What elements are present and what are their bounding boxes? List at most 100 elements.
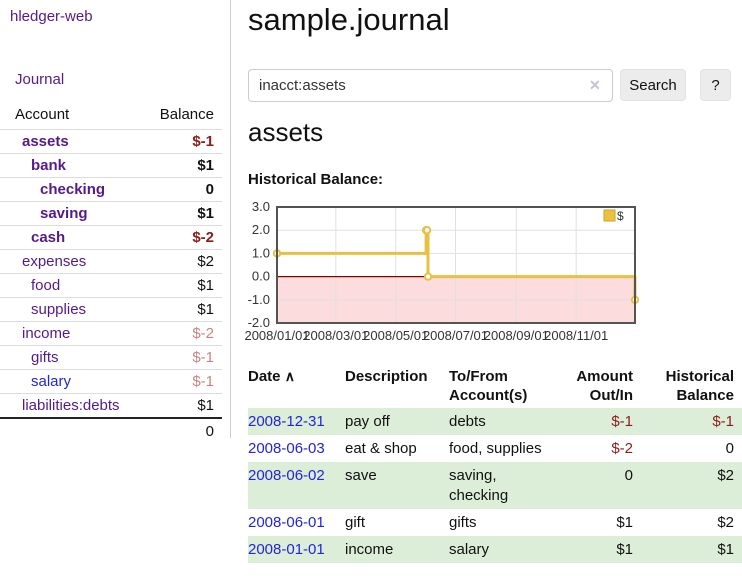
register-cell-accounts: saving, checking [449, 467, 509, 504]
x-tick-label: 2008/07/01 [423, 328, 488, 343]
clear-search-icon[interactable]: ✕ [589, 77, 601, 93]
register-cell-balance: $2 [717, 467, 734, 484]
x-tick-label: 2008/05/01 [363, 328, 428, 343]
sidebar-account-salary[interactable]: salary [31, 373, 72, 390]
accounts-header-balance: Balance [159, 106, 214, 123]
account-heading: assets [248, 117, 324, 147]
account-row: gifts $-1 [0, 345, 222, 370]
register-header-date[interactable]: Date ∧ [248, 365, 345, 408]
accounts-header-account: Account [15, 106, 70, 123]
register-cell-date: 2008-06-01 [248, 509, 345, 536]
register-cell-description: save [345, 467, 377, 484]
y-tick-label: -2.0 [248, 315, 270, 330]
transaction-date-link[interactable]: 2008-06-03 [248, 440, 325, 457]
register-header-row: Date ∧ Description To/From Account(s) Am… [248, 365, 742, 408]
transaction-date-link[interactable]: 2008-12-31 [248, 413, 325, 430]
x-tick-label: 2008/03/01 [303, 328, 368, 343]
account-row: cash $-2 [0, 225, 222, 250]
register-cell-accounts: salary [449, 541, 490, 558]
x-tick-label: 2008/01/01 [244, 328, 309, 343]
register-header-balance: Historical Balance [665, 368, 734, 404]
account-row: saving $1 [0, 201, 222, 226]
legend-swatch [603, 209, 616, 222]
account-row: liabilities:debts $1 [0, 393, 222, 419]
account-balance: $1 [197, 157, 214, 174]
register-cell-amount: $1 [616, 514, 633, 531]
account-balance: $2 [197, 253, 214, 270]
historical-balance-chart: $3.0 2.0 1.0 0.0 -1.0 -2.02008/01/012008/03/0… [244, 199, 640, 343]
y-tick-label: 0.0 [252, 269, 270, 284]
data-point-marker [423, 272, 433, 281]
sidebar-account-bank[interactable]: bank [31, 157, 67, 174]
register-cell-amount: $-2 [611, 440, 633, 457]
sort-ascending-icon: ∧ [284, 368, 295, 384]
brand-link[interactable]: hledger-web [10, 8, 93, 25]
accounts-total-row: 0 [0, 417, 222, 444]
account-row: supplies $1 [0, 297, 222, 322]
y-tick-label: 3.0 [252, 199, 270, 214]
sidebar-account-cash[interactable]: cash [31, 229, 66, 246]
register-tbody: 2008-12-31 pay off debts $-1 $-1 2008-06-03 ea… [248, 408, 742, 563]
sidebar-account-food[interactable]: food [31, 277, 61, 294]
account-balance: $-1 [192, 349, 214, 366]
account-balance: $-1 [192, 373, 214, 390]
register-cell-amount: 0 [624, 467, 633, 484]
sidebar-account-expenses[interactable]: expenses [22, 253, 87, 270]
register-cell-accounts: food, supplies [449, 440, 542, 457]
register-cell-accounts: debts [449, 413, 486, 430]
register-row: 2008-06-01 gift gifts $1 $2 [248, 509, 742, 536]
register-cell-accounts: gifts [449, 514, 477, 531]
sidebar-item-journal[interactable]: Journal [15, 71, 65, 88]
account-row: income $-2 [0, 321, 222, 346]
transaction-date-link[interactable]: 2008-06-02 [248, 467, 325, 484]
account-balance: $-2 [192, 229, 214, 246]
y-tick-label: 1.0 [252, 245, 270, 260]
register-row: 2008-01-01 income salary $1 $1 [248, 536, 742, 563]
account-balance: $-1 [192, 133, 214, 150]
sidebar-account-supplies[interactable]: supplies [31, 301, 87, 318]
account-row: salary $-1 [0, 369, 222, 394]
accounts-total-spacer [0, 417, 135, 444]
account-balance: 0 [205, 181, 214, 198]
y-tick-label: -1.0 [248, 292, 270, 307]
account-row: checking 0 [0, 177, 222, 202]
sidebar-account-liabilities-debts[interactable]: liabilities:debts [22, 397, 120, 414]
x-tick-label: 2008/09/01 [484, 328, 549, 343]
register-cell-date: 2008-12-31 [248, 408, 345, 435]
y-tick-label: 2.0 [252, 222, 270, 237]
register-header-date-label: Date [248, 368, 281, 385]
register-cell-balance: $-1 [712, 413, 734, 430]
search-button[interactable]: Search [620, 69, 686, 101]
register-cell-balance: 0 [725, 440, 734, 457]
sidebar-account-gifts[interactable]: gifts [31, 349, 59, 366]
transaction-date-link[interactable]: 2008-01-01 [248, 541, 325, 558]
accounts-total-value: 0 [134, 417, 222, 444]
account-row: bank $1 [0, 153, 222, 178]
account-balance: $1 [197, 397, 214, 414]
search-input[interactable] [248, 69, 613, 102]
sidebar-account-checking[interactable]: checking [40, 181, 106, 198]
chart-title: Historical Balance: [248, 171, 384, 188]
register-cell-amount: $-1 [611, 413, 633, 430]
register-cell-date: 2008-06-03 [248, 435, 345, 462]
register-row: 2008-06-03 eat & shop food, supplies $-2 0 [248, 435, 742, 462]
register-row: 2008-06-02 save saving, checking 0 $2 [248, 462, 742, 509]
register-header-accounts: To/From Account(s) [449, 368, 528, 404]
register-cell-balance: $2 [717, 514, 734, 531]
register-cell-amount: $1 [616, 541, 633, 558]
register-header-description: Description [345, 368, 428, 385]
account-balance: $-2 [192, 325, 214, 342]
data-point-marker [422, 226, 432, 235]
transaction-date-link[interactable]: 2008-06-01 [248, 514, 325, 531]
account-row: expenses $2 [0, 249, 222, 274]
sidebar-account-income[interactable]: income [22, 325, 71, 342]
register-cell-description: gift [345, 514, 366, 531]
register-table: Date ∧ Description To/From Account(s) Am… [248, 365, 742, 563]
help-button[interactable]: ? [700, 69, 731, 101]
accounts-table: Account Balance assets $-1 bank $1 checking 0… [0, 103, 222, 444]
register-cell-description: pay off [345, 413, 390, 430]
sidebar-account-saving[interactable]: saving [40, 205, 88, 222]
plot-border [276, 206, 636, 324]
register-row: 2008-12-31 pay off debts $-1 $-1 [248, 408, 742, 435]
sidebar-account-assets[interactable]: assets [22, 133, 69, 150]
